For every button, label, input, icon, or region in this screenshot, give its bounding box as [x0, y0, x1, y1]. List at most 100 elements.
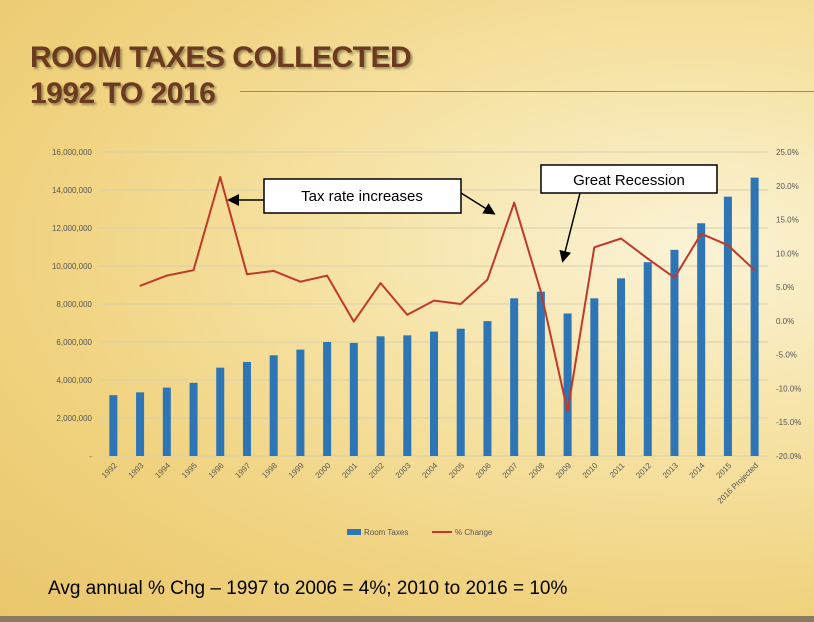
slide-title-line2: 1992 TO 2016	[30, 77, 216, 110]
legend: Room Taxes % Change	[347, 528, 493, 537]
bar-2014	[697, 223, 706, 456]
bar-1996	[216, 367, 225, 456]
x-tick-label: 2009	[554, 461, 573, 480]
left-axis-ticks: - 2,000,000 4,000,000 6,000,000 8,000,000 10,…	[52, 148, 93, 461]
pct-change-point-1993	[139, 284, 141, 287]
pct-change-point-2014	[700, 232, 702, 235]
right-tick-label: 5.0%	[776, 283, 794, 292]
pct-change-point-2000	[326, 274, 328, 277]
annotation-box-recession	[540, 164, 718, 194]
title-underline	[240, 91, 814, 92]
bar-2003	[403, 335, 412, 456]
annotations: Tax rate increases Great Recession	[227, 164, 718, 263]
right-tick-label: -20.0%	[776, 452, 801, 461]
right-tick-label: -15.0%	[776, 418, 801, 427]
pct-change-point-1994	[166, 274, 168, 277]
right-tick-label: 20.0%	[776, 182, 799, 191]
x-tick-label: 1995	[180, 461, 199, 480]
annotation-text-tax-rate: Tax rate increases	[301, 188, 423, 205]
bar-2010	[590, 298, 599, 456]
x-tick-label: 1999	[287, 461, 306, 480]
pct-change-point-2012	[646, 257, 649, 260]
left-tick-label: -	[89, 452, 92, 461]
x-tick-label: 2012	[634, 461, 653, 480]
left-tick-label: 6,000,000	[56, 338, 92, 347]
pct-change-point-2008	[540, 291, 542, 293]
pct-change-point-2005	[459, 303, 462, 305]
x-tick-label: 2002	[367, 461, 386, 480]
annotation-text-recession: Great Recession	[573, 172, 685, 189]
x-tick-label: 1997	[233, 461, 252, 480]
right-tick-label: 25.0%	[776, 148, 799, 157]
bar-2001	[349, 342, 358, 456]
annotation-box-tax-rate	[263, 178, 462, 214]
bar-2000	[323, 342, 332, 456]
bar-2008	[536, 291, 545, 456]
x-tick-label: 2011	[608, 461, 627, 480]
x-tick-label: 2013	[661, 461, 680, 480]
x-tick-label: 2003	[394, 461, 413, 480]
bar-2007	[510, 298, 519, 456]
right-axis-ticks: -20.0% -15.0% -10.0% -5.0% 0.0% 5.0% 10.0% 15.0…	[776, 148, 801, 461]
bar-1999	[296, 349, 305, 456]
x-tick-label: 2000	[314, 461, 333, 480]
pct-change-point-2016 Projected	[753, 269, 756, 272]
bar-1992	[109, 395, 118, 456]
room-taxes-bars	[109, 177, 759, 456]
right-tick-label: 10.0%	[776, 249, 799, 258]
bar-2002	[376, 336, 385, 456]
x-tick-label: 2007	[501, 461, 520, 480]
right-tick-label: -5.0%	[776, 351, 797, 360]
x-tick-label: 1993	[127, 461, 146, 480]
pct-change-point-1999	[299, 280, 302, 283]
pct-change-point-2006	[486, 278, 489, 281]
x-tick-label: 2005	[447, 461, 466, 480]
x-tick-label: 1998	[260, 461, 279, 480]
bar-1993	[136, 392, 145, 456]
bar-2016 Projected	[750, 177, 759, 456]
pct-change-point-2010	[593, 246, 596, 249]
bar-2009	[563, 313, 572, 456]
right-tick-label: 0.0%	[776, 317, 794, 326]
x-tick-label: 2004	[420, 461, 439, 480]
pct-change-point-2015	[727, 244, 729, 247]
pct-change-point-1998	[272, 270, 275, 272]
x-tick-label: 2010	[581, 461, 600, 480]
left-tick-label: 14,000,000	[52, 186, 93, 195]
legend-label-room-taxes: Room Taxes	[364, 528, 408, 537]
pct-change-point-2002	[379, 282, 382, 284]
bar-2011	[617, 278, 626, 456]
left-tick-label: 4,000,000	[56, 376, 92, 385]
left-tick-label: 16,000,000	[52, 148, 93, 157]
x-tick-label: 2014	[688, 461, 707, 480]
x-tick-label: 2006	[474, 461, 493, 480]
pct-change-point-2011	[620, 237, 622, 240]
x-tick-label: 2015	[714, 461, 733, 480]
legend-label-pct-change: % Change	[455, 528, 493, 537]
pct-change-series-line	[139, 176, 756, 413]
pct-change-point-2003	[406, 314, 409, 316]
x-tick-label: 1994	[153, 461, 172, 480]
legend-swatch-room-taxes	[347, 529, 361, 535]
x-tick-label: 2001	[340, 461, 359, 480]
bar-2006	[483, 321, 492, 456]
slide-title: ROOM TAXES COLLECTED 1992 TO 2016	[30, 40, 412, 112]
x-axis-ticks: 1992 1993 1994 1995 1996 1997 1998 1999 2000 2001…	[100, 461, 760, 506]
left-tick-label: 12,000,000	[52, 224, 93, 233]
bar-2005	[456, 328, 465, 456]
pct-change-line	[139, 176, 756, 413]
x-tick-label: 1996	[207, 461, 226, 480]
bar-2013	[670, 249, 679, 456]
arrow-to-2009	[559, 192, 581, 263]
pct-change-point-2007	[513, 201, 515, 204]
bar-1997	[242, 361, 251, 456]
pct-change-point-1996	[219, 176, 222, 178]
left-tick-label: 10,000,000	[52, 262, 93, 271]
bar-1994	[162, 387, 171, 456]
right-tick-label: -10.0%	[776, 384, 801, 393]
bar-1998	[269, 355, 278, 456]
left-tick-label: 2,000,000	[56, 414, 92, 423]
pct-change-point-1997	[246, 273, 248, 276]
x-tick-label: 1992	[100, 461, 119, 480]
